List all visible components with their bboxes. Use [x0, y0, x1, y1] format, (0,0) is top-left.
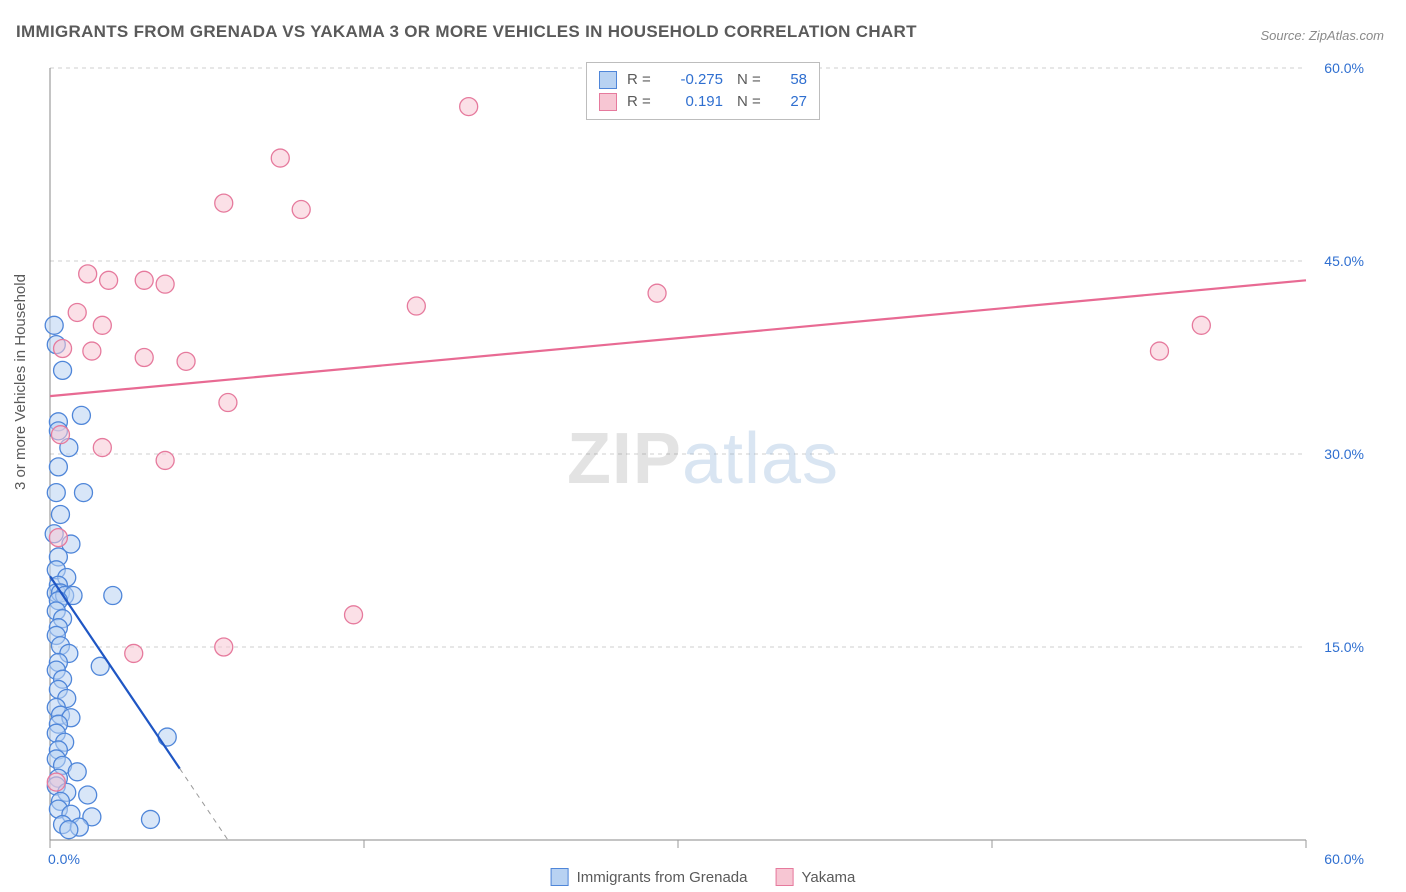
series-legend: Immigrants from Grenada Yakama — [551, 868, 856, 886]
svg-text:0.0%: 0.0% — [48, 851, 80, 867]
svg-text:60.0%: 60.0% — [1324, 60, 1364, 76]
swatch-series1 — [551, 868, 569, 886]
n-label: N = — [737, 91, 767, 113]
legend-label-series1: Immigrants from Grenada — [577, 869, 748, 886]
svg-text:45.0%: 45.0% — [1324, 253, 1364, 269]
scatter-chart: 15.0% 30.0% 45.0% 60.0% 0.0% 60.0% — [0, 60, 1406, 892]
n-value-series1: 58 — [777, 69, 807, 91]
chart-title: IMMIGRANTS FROM GRENADA VS YAKAMA 3 OR M… — [16, 22, 917, 42]
chart-area: 3 or more Vehicles in Household ZIPatlas… — [0, 60, 1406, 892]
swatch-series2 — [599, 93, 617, 111]
n-label: N = — [737, 69, 767, 91]
r-value-series1: -0.275 — [665, 69, 723, 91]
legend-label-series2: Yakama — [801, 869, 855, 886]
r-value-series2: 0.191 — [665, 91, 723, 113]
correlation-legend: R = -0.275 N = 58 R = 0.191 N = 27 — [586, 62, 820, 120]
svg-text:30.0%: 30.0% — [1324, 446, 1364, 462]
y-axis-label: 3 or more Vehicles in Household — [12, 274, 29, 490]
legend-row-series1: R = -0.275 N = 58 — [599, 69, 807, 91]
svg-text:15.0%: 15.0% — [1324, 639, 1364, 655]
n-value-series2: 27 — [777, 91, 807, 113]
r-label: R = — [627, 69, 655, 91]
legend-row-series2: R = 0.191 N = 27 — [599, 91, 807, 113]
swatch-series2 — [775, 868, 793, 886]
r-label: R = — [627, 91, 655, 113]
swatch-series1 — [599, 71, 617, 89]
legend-item-series2: Yakama — [775, 868, 855, 886]
source-label: Source: ZipAtlas.com — [1260, 28, 1384, 43]
svg-text:60.0%: 60.0% — [1324, 851, 1364, 867]
legend-item-series1: Immigrants from Grenada — [551, 868, 748, 886]
